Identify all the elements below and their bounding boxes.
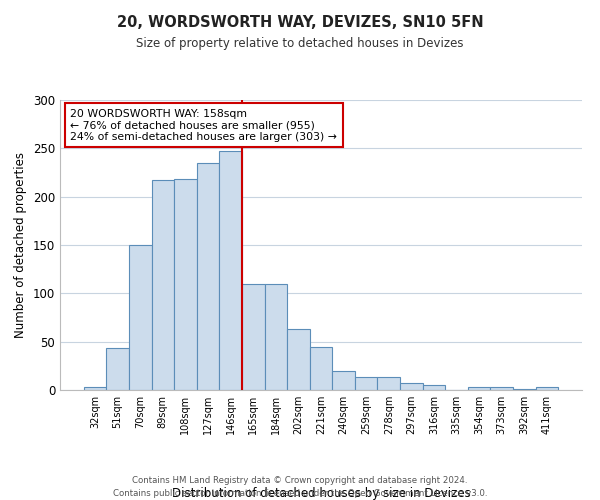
Bar xyxy=(310,346,332,390)
Bar xyxy=(174,180,197,390)
Bar xyxy=(242,284,265,390)
Y-axis label: Number of detached properties: Number of detached properties xyxy=(14,152,28,338)
Bar xyxy=(422,385,445,390)
Text: 20 WORDSWORTH WAY: 158sqm
← 76% of detached houses are smaller (955)
24% of semi: 20 WORDSWORTH WAY: 158sqm ← 76% of detac… xyxy=(70,108,337,142)
Bar xyxy=(220,151,242,390)
Bar xyxy=(490,387,513,390)
Bar xyxy=(106,348,129,390)
X-axis label: Distribution of detached houses by size in Devizes: Distribution of detached houses by size … xyxy=(172,487,470,500)
Bar xyxy=(536,387,558,390)
Bar xyxy=(265,284,287,390)
Bar xyxy=(287,329,310,390)
Text: Contains HM Land Registry data © Crown copyright and database right 2024.
Contai: Contains HM Land Registry data © Crown c… xyxy=(113,476,487,498)
Text: Size of property relative to detached houses in Devizes: Size of property relative to detached ho… xyxy=(136,38,464,51)
Bar xyxy=(355,378,377,390)
Bar xyxy=(152,180,174,390)
Bar xyxy=(197,163,220,390)
Bar xyxy=(400,383,422,390)
Bar xyxy=(468,387,490,390)
Bar xyxy=(84,387,106,390)
Bar xyxy=(332,370,355,390)
Bar xyxy=(377,378,400,390)
Text: 20, WORDSWORTH WAY, DEVIZES, SN10 5FN: 20, WORDSWORTH WAY, DEVIZES, SN10 5FN xyxy=(116,15,484,30)
Bar xyxy=(513,389,536,390)
Bar xyxy=(129,245,152,390)
